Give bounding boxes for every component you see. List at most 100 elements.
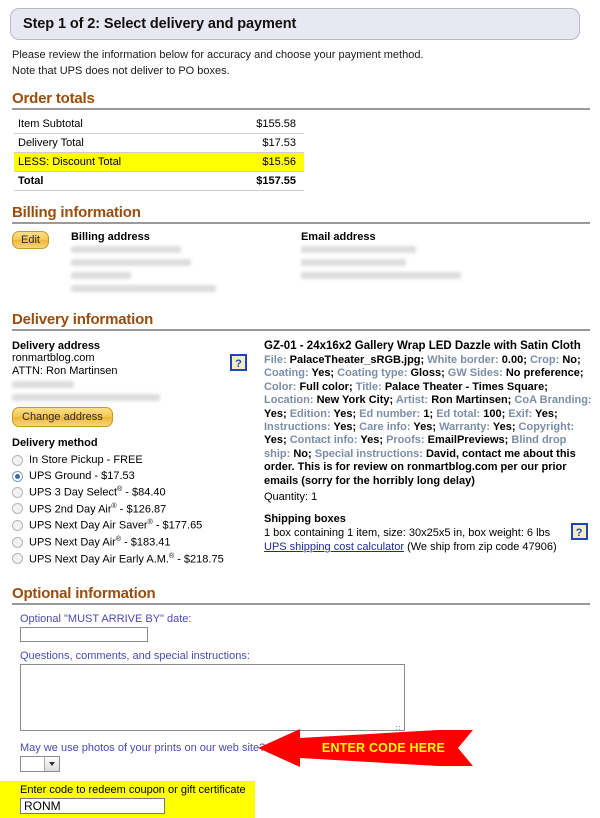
shipping-help-icon[interactable]: ? (570, 523, 588, 541)
spec-key: Care info: (359, 421, 414, 434)
spec-key: Instructions: (264, 421, 334, 434)
coupon-code-input[interactable] (20, 798, 165, 815)
spec-key: Coating: (264, 367, 312, 380)
delivery-method-option-0[interactable]: In Store Pickup - FREE (12, 454, 230, 466)
delivery-method-option-1[interactable]: UPS Ground - $17.53 (12, 470, 230, 482)
comments-textarea[interactable] (20, 664, 405, 732)
delivery-wrap: Delivery address ronmartblog.com ATTN: R… (0, 340, 600, 569)
delivery-method-option-2[interactable]: UPS 3 Day Select® - $84.40 (12, 486, 230, 499)
radio-icon[interactable] (12, 486, 23, 498)
delivery-method-option-6[interactable]: UPS Next Day Air Early A.M.® - $218.75 (12, 552, 230, 566)
redacted-line (300, 259, 406, 266)
delivery-method-option-3[interactable]: UPS 2nd Day Air® - $126.87 (12, 502, 230, 516)
billing-address-column: Billing address (70, 231, 301, 298)
total-label: Total (14, 171, 210, 191)
photos-permission-select[interactable] (20, 756, 60, 773)
table-row: Total $157.55 (14, 171, 304, 191)
delivery-method-option-4[interactable]: UPS Next Day Air Saver® - $177.65 (12, 519, 230, 532)
redacted-line (70, 259, 191, 266)
table-row: Delivery Total $17.53 (14, 133, 304, 153)
enter-code-here-annotation: ENTER CODE HERE (258, 727, 473, 769)
step-header-title: Step 1 of 2: Select delivery and payment (23, 16, 297, 32)
spec-key: White border: (427, 354, 502, 366)
spec-value: Palace Theater - Times Square; (384, 380, 548, 393)
spec-key: Ed total: (436, 407, 484, 420)
order-totals-heading: Order totals (12, 90, 95, 107)
redacted-line (70, 246, 181, 253)
spec-key: Blind drop ship: (264, 434, 567, 460)
delivery-address-redacted (12, 381, 230, 401)
radio-icon[interactable] (12, 503, 23, 515)
delivery-heading: Delivery information (12, 311, 154, 328)
order-totals-table: Item Subtotal $155.58 Delivery Total $17.53… (14, 115, 304, 191)
spec-value: New York City; (316, 394, 396, 407)
delivery-method-option-label: UPS 2nd Day Air® - $126.87 (29, 502, 167, 516)
product-column: GZ-01 - 24x16x2 Gallery Wrap LED Dazzle … (264, 340, 594, 569)
spec-value: Yes; (311, 367, 338, 380)
spec-key: Crop: (529, 354, 563, 366)
redacted-line (70, 272, 131, 279)
radio-icon[interactable] (12, 536, 23, 548)
shipping-heading: Shipping boxes (264, 513, 346, 526)
spec-value: Yes; (492, 421, 519, 434)
arrive-by-date-input[interactable] (20, 627, 148, 643)
spec-key: Exif: (508, 407, 536, 420)
spec-value: 0.00; (501, 354, 530, 366)
redacted-line (300, 272, 461, 279)
billing-heading: Billing information (12, 204, 141, 221)
delivery-left-column: Delivery address ronmartblog.com ATTN: R… (12, 340, 230, 569)
redacted-line (70, 285, 216, 292)
change-address-button[interactable]: Change address (12, 407, 113, 427)
shipping-calculator-line: UPS shipping cost calculator (We ship fr… (264, 541, 557, 553)
spec-key: Title: (355, 380, 385, 393)
spec-key: Copyright: (518, 421, 575, 434)
spec-key: Artist: (395, 394, 432, 407)
delivery-address-line-2: ATTN: Ron Martinsen (12, 365, 118, 377)
radio-icon[interactable] (12, 553, 23, 565)
spec-key: File: (264, 354, 290, 366)
delivery-method-option-label: UPS Next Day Air Early A.M.® - $218.75 (29, 552, 224, 566)
spec-key: Contact info: (289, 434, 361, 447)
radio-icon[interactable] (12, 470, 23, 482)
total-amount: $15.56 (209, 152, 304, 172)
delivery-method-option-label: UPS Ground - $17.53 (29, 470, 135, 482)
spec-key: Color: (264, 380, 300, 393)
delivery-method-option-5[interactable]: UPS Next Day Air® - $183.41 (12, 536, 230, 549)
optional-rule (12, 603, 590, 606)
billing-email-redacted (300, 246, 581, 279)
arrow-left-icon (258, 729, 473, 767)
table-row: LESS: Discount Total $15.56 (14, 152, 304, 172)
coupon-band: Enter code to redeem coupon or gift cert… (0, 781, 255, 818)
coupon-label: Enter code to redeem coupon or gift cert… (20, 784, 246, 797)
total-amount: $17.53 (209, 133, 304, 153)
ups-calculator-link[interactable]: UPS shipping cost calculator (264, 541, 405, 554)
delivery-method-label: Delivery method (12, 437, 98, 449)
billing-address-redacted (70, 246, 301, 292)
product-quantity: Quantity: 1 (264, 491, 318, 504)
optional-heading: Optional information (12, 585, 156, 603)
spec-value: Gloss; (410, 367, 448, 380)
spec-value: 100; (483, 407, 509, 420)
spec-value: Yes; (535, 407, 558, 420)
total-label: Delivery Total (14, 133, 210, 153)
order-totals-rule (12, 108, 590, 110)
comments-label: Questions, comments, and special instruc… (20, 650, 250, 663)
edit-billing-button[interactable]: Edit (12, 231, 49, 249)
comments-textarea-wrap (0, 664, 405, 734)
intro-line-1: Please review the information below for … (12, 49, 424, 61)
radio-icon[interactable] (12, 520, 23, 532)
spec-value: Yes; (333, 421, 360, 434)
spec-value: Yes; (413, 421, 440, 434)
spec-value: Yes; (264, 407, 290, 420)
spec-key: Location: (264, 394, 317, 407)
billing-address-label: Billing address (70, 231, 150, 243)
delivery-method-option-label: UPS 3 Day Select® - $84.40 (29, 486, 166, 499)
billing-email-label: Email address (300, 231, 376, 243)
redacted-line (300, 246, 416, 253)
shipping-boxes-block: Shipping boxes 1 box containing 1 item, … (264, 513, 594, 553)
redacted-line (12, 394, 160, 401)
spec-value: Ron Martinsen; (431, 394, 515, 407)
radio-icon[interactable] (12, 454, 23, 466)
help-icon[interactable]: ? (230, 354, 247, 371)
spec-key: GW Sides: (447, 367, 506, 380)
